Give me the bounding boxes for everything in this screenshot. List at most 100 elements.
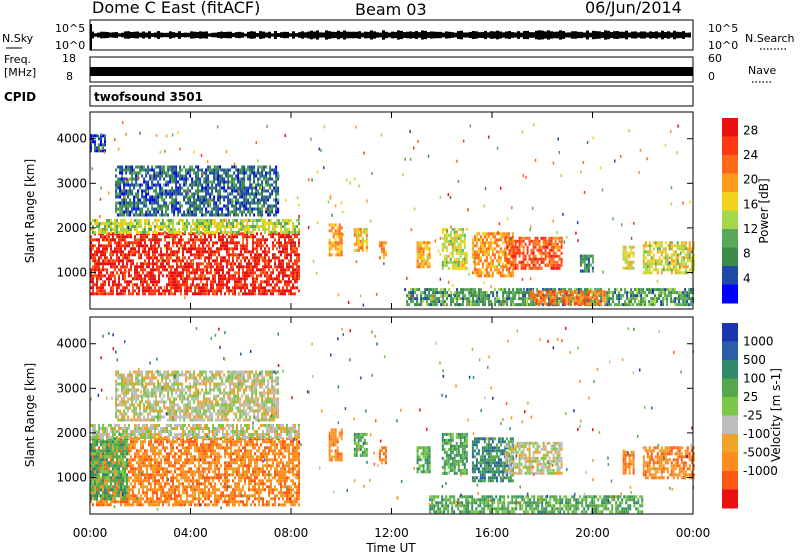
- data-cell: [630, 260, 633, 264]
- data-cell: [226, 250, 228, 254]
- data-cell: [182, 265, 184, 269]
- data-cell: [254, 262, 256, 266]
- data-cell: [155, 183, 158, 187]
- data-cell: [280, 259, 282, 263]
- data-cell: [201, 189, 204, 193]
- data-cell: [90, 143, 92, 147]
- data-cell: [674, 250, 677, 254]
- data-cell: [198, 265, 200, 269]
- data-cell: [462, 300, 465, 304]
- data-cell: [102, 228, 104, 231]
- data-cell: [141, 213, 144, 217]
- data-cell: [159, 204, 162, 208]
- data-cell: [238, 277, 240, 281]
- data-cell: [188, 262, 190, 266]
- data-cell: [235, 189, 238, 193]
- data-cell: [133, 204, 136, 208]
- data-cell: [163, 171, 166, 175]
- data-cell: [674, 300, 677, 304]
- data-cell: [213, 204, 216, 208]
- data-cell: [247, 210, 250, 214]
- data-cell: [280, 235, 282, 239]
- data-cell: [628, 263, 631, 267]
- data-cell: [510, 297, 513, 301]
- data-cell: [121, 165, 124, 169]
- data-cell: [416, 300, 419, 304]
- data-cell: [512, 288, 515, 292]
- data-cell: [238, 253, 240, 257]
- data-cell: [150, 268, 152, 272]
- data-cell: [422, 297, 425, 301]
- data-cell: [267, 195, 270, 199]
- data-cell: [632, 251, 635, 255]
- data-cell: [278, 262, 280, 266]
- data-cell: [501, 262, 504, 266]
- data-cell: [288, 283, 290, 287]
- nsky-trace-segment: [244, 33, 247, 37]
- data-cell: [208, 253, 210, 257]
- data-cell: [567, 299, 570, 303]
- data-cell: [130, 225, 132, 228]
- data-cell: [288, 259, 290, 263]
- data-cell: [690, 300, 693, 304]
- data-cell: [173, 177, 176, 181]
- data-cell: [195, 174, 198, 178]
- data-cell: [180, 235, 182, 239]
- data-cell: [251, 171, 254, 175]
- data-cell: [548, 300, 551, 304]
- data-cell: [522, 251, 525, 255]
- data-cell: [448, 294, 451, 298]
- data-cell: [586, 288, 589, 292]
- data-cell: [678, 300, 681, 304]
- data-cell: [189, 210, 192, 214]
- data-cell: [475, 232, 478, 236]
- data-cell: [171, 186, 174, 190]
- data-cell: [556, 260, 559, 264]
- data-cell: [561, 299, 564, 303]
- data-cell: [135, 195, 138, 199]
- data-cell: [157, 174, 160, 178]
- data-cell: [170, 222, 172, 225]
- data-cell: [226, 241, 228, 245]
- data-cell: [180, 283, 182, 287]
- data-cell: [98, 231, 100, 234]
- data-cell: [136, 231, 138, 234]
- data-cell: [94, 238, 96, 242]
- data-cell: [558, 254, 561, 258]
- data-cell: [428, 288, 431, 292]
- data-cell: [186, 271, 188, 275]
- data-cell: [688, 256, 691, 260]
- data-cell: [682, 241, 685, 245]
- data-cell: [567, 302, 570, 306]
- data-cell: [276, 274, 278, 278]
- data-cell: [526, 297, 529, 301]
- data-cell: [272, 268, 274, 272]
- data-cell: [168, 271, 170, 275]
- data-cell: [516, 303, 519, 307]
- data-cell: [482, 300, 485, 304]
- data-cell: [624, 251, 627, 255]
- data-cell: [202, 289, 204, 293]
- data-cell: [560, 239, 563, 243]
- data-cell: [156, 265, 158, 269]
- data-cell: [108, 238, 110, 242]
- data-cell: [233, 186, 236, 190]
- data-cell: [660, 268, 663, 272]
- data-cell: [434, 294, 437, 298]
- data-cell: [508, 291, 511, 295]
- data-cell: [656, 288, 659, 292]
- data-cell: [298, 222, 300, 225]
- data-cell: [159, 189, 162, 193]
- data-cell: [92, 140, 94, 144]
- data-cell: [177, 201, 180, 205]
- data-cell: [197, 168, 200, 172]
- data-cell: [676, 247, 679, 251]
- data-cell: [432, 291, 435, 295]
- data-cell: [244, 235, 246, 239]
- data-cell: [128, 268, 130, 272]
- data-cell: [614, 303, 617, 307]
- data-cell: [540, 254, 543, 258]
- data-cell: [204, 274, 206, 278]
- data-cell: [501, 268, 504, 272]
- data-cell: [174, 292, 176, 296]
